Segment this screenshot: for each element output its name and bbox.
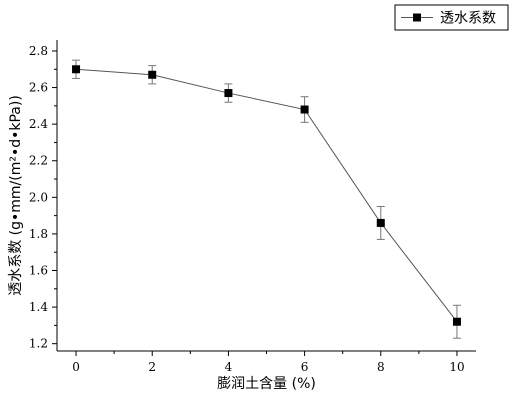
x-tick-label: 6 [301, 360, 309, 374]
legend-label: 透水系数 [440, 11, 496, 27]
y-tick-label: 1.8 [29, 227, 48, 241]
data-point [300, 105, 309, 114]
data-point [452, 317, 461, 326]
x-axis-label: 膨润土含量 (%) [217, 375, 316, 392]
x-tick-label: 4 [225, 360, 233, 374]
data-point [72, 65, 81, 74]
y-tick-label: 1.2 [29, 337, 48, 351]
y-tick-label: 2.2 [29, 154, 48, 168]
data-point [148, 70, 157, 79]
y-axis-label: 透水系数 (g•mm/(m²•d•kPa)) [8, 95, 24, 296]
y-tick-label: 2.0 [29, 190, 48, 204]
data-point [376, 218, 385, 227]
y-tick-label: 1.4 [29, 300, 48, 314]
legend-marker [413, 13, 421, 22]
y-tick-label: 2.4 [29, 117, 48, 131]
y-tick-label: 2.8 [29, 44, 48, 58]
series-group [72, 59, 461, 339]
x-tick-label: 8 [377, 360, 385, 374]
x-tick-label: 0 [72, 360, 80, 374]
legend: 透水系数 [394, 4, 509, 31]
y-tick-label: 1.6 [29, 264, 48, 278]
x-tick-label: 2 [148, 360, 156, 374]
data-point [224, 89, 233, 98]
x-tick-label: 10 [449, 360, 464, 374]
series-line [76, 68, 458, 323]
axes: 0 2 4 6 8 10 1.2 1.4 1.6 1.8 2.0 2.2 2.4 2.6 2.8 [29, 40, 476, 374]
y-tick-label: 2.6 [29, 81, 48, 95]
